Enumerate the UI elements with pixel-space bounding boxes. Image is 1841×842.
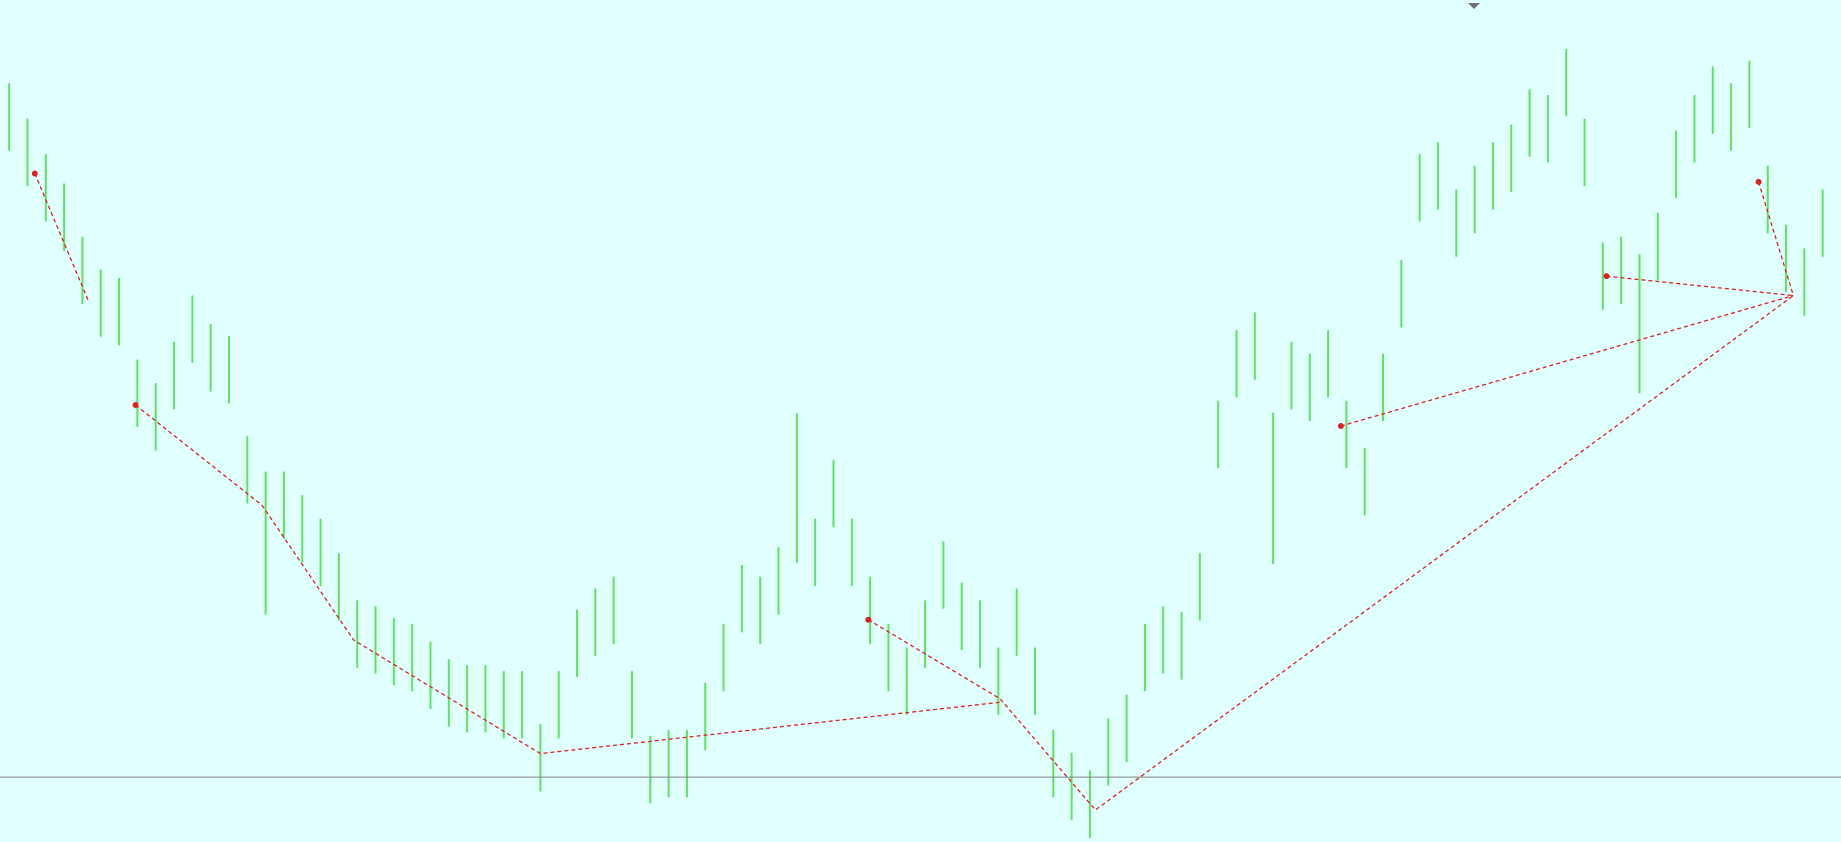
zigzag-line	[1606, 275, 1794, 297]
zigzag-point	[1603, 273, 1610, 280]
zigzag-point	[865, 616, 872, 623]
zigzag-line	[867, 295, 1794, 811]
zigzag-line	[135, 404, 1001, 755]
zigzag-line	[34, 173, 89, 301]
zigzag-point	[1337, 423, 1344, 430]
zigzag-point	[132, 402, 139, 409]
shift-marker	[1468, 3, 1480, 9]
zigzag-point	[31, 170, 38, 177]
zigzag-line	[1340, 294, 1794, 427]
zigzag-line	[1757, 181, 1794, 296]
zigzag-point	[1755, 178, 1762, 185]
